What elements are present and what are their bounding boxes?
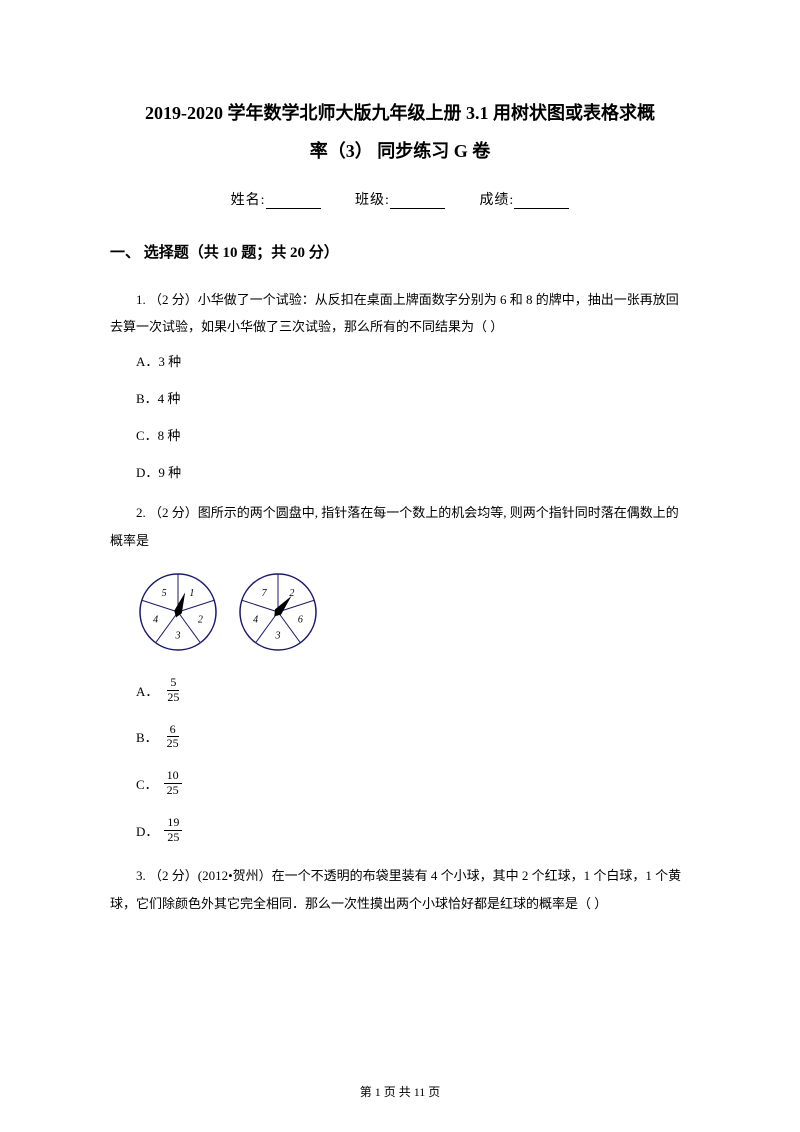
q2-c-denominator: 25 [164, 784, 182, 798]
student-info-line: 姓名: 班级: 成绩: [110, 189, 690, 209]
svg-text:5: 5 [162, 588, 167, 599]
q2-b-denominator: 25 [164, 737, 182, 751]
question-3: 3. （2 分）(2012•贺州）在一个不透明的布袋里装有 4 个小球，其中 2… [110, 862, 690, 917]
q2-a-fraction: 5 25 [164, 676, 182, 705]
q2-a-denominator: 25 [164, 691, 182, 705]
q1-option-b: B．4 种 [136, 389, 690, 410]
q2-option-d: D． 19 25 [136, 816, 690, 845]
score-label: 成绩: [479, 193, 514, 208]
spinner-left-icon: 1 2 3 4 5 [138, 572, 218, 652]
q2-d-label: D． [136, 821, 158, 840]
q2-a-numerator: 5 [167, 676, 179, 691]
svg-text:6: 6 [298, 614, 303, 625]
svg-text:2: 2 [198, 614, 203, 625]
svg-text:4: 4 [253, 614, 258, 625]
q2-b-numerator: 6 [167, 723, 179, 738]
q2-c-fraction: 10 25 [164, 769, 182, 798]
q1-option-d: D．9 种 [136, 463, 690, 484]
question-2: 2. （2 分）图所示的两个圆盘中, 指针落在每一个数上的机会均等, 则两个指针… [110, 499, 690, 554]
spinner-diagrams: 12345 26347 [138, 572, 690, 652]
q2-c-label: C． [136, 774, 158, 793]
class-label: 班级: [355, 193, 390, 208]
document-title: 2019-2020 学年数学北师大版九年级上册 3.1 用树状图或表格求概 率（… [110, 95, 690, 171]
q2-c-numerator: 10 [164, 769, 182, 784]
title-line-2: 率（3） 同步练习 G 卷 [310, 141, 491, 161]
q2-option-a: A． 5 25 [136, 676, 690, 705]
section-1-title: 一、 选择题（共 10 题；共 20 分） [110, 241, 690, 262]
q2-option-b: B． 6 25 [136, 723, 690, 752]
q1-option-a: A．3 种 [136, 352, 690, 373]
q2-d-numerator: 19 [164, 816, 182, 831]
q2-b-label: B． [136, 727, 158, 746]
q2-d-denominator: 25 [164, 831, 182, 845]
q2-option-c: C． 10 25 [136, 769, 690, 798]
q2-d-fraction: 19 25 [164, 816, 182, 845]
page-footer: 第 1 页 共 11 页 [0, 1083, 800, 1100]
class-blank[interactable] [390, 195, 445, 209]
svg-text:3: 3 [275, 631, 281, 642]
name-label: 姓名: [231, 193, 266, 208]
svg-text:1: 1 [189, 588, 194, 599]
q2-b-fraction: 6 25 [164, 723, 182, 752]
title-line-1: 2019-2020 学年数学北师大版九年级上册 3.1 用树状图或表格求概 [145, 103, 655, 123]
q1-option-c: C．8 种 [136, 426, 690, 447]
svg-text:4: 4 [153, 614, 158, 625]
name-blank[interactable] [266, 195, 321, 209]
question-1: 1. （2 分）小华做了一个试验：从反扣在桌面上牌面数字分别为 6 和 8 的牌… [110, 286, 690, 341]
svg-text:3: 3 [175, 631, 181, 642]
score-blank[interactable] [514, 195, 569, 209]
q2-a-label: A． [136, 681, 158, 700]
spinner-right-icon: 26347 [238, 572, 318, 652]
